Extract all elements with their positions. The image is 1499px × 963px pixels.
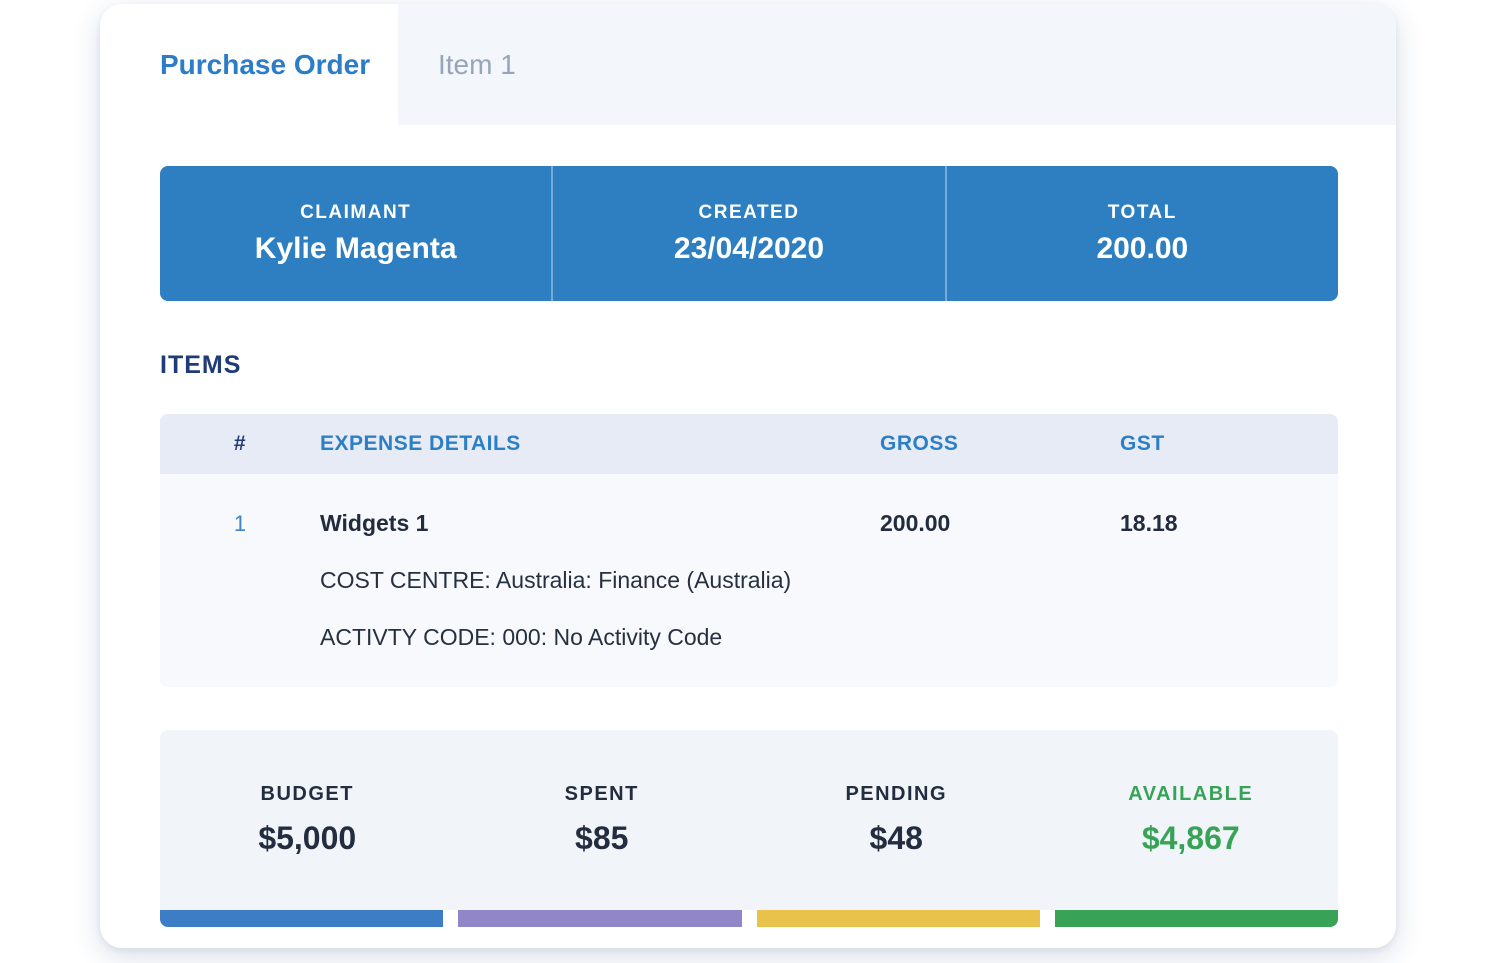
- column-header-expense-details: EXPENSE DETAILS: [320, 432, 521, 455]
- claimant-label: CLAIMANT: [300, 201, 412, 223]
- metric-budget-value: $5,000: [258, 820, 357, 856]
- available-bar: [1054, 910, 1338, 927]
- purchase-order-card: Purchase Order Item 1 CLAIMANT Kylie Mag…: [100, 4, 1396, 948]
- row-number: 1: [233, 510, 247, 536]
- budget-bar: [160, 910, 444, 927]
- claimant-cell: CLAIMANT Kylie Magenta: [160, 166, 551, 301]
- metric-spent-label: SPENT: [564, 783, 639, 805]
- spent-bar: [458, 910, 742, 927]
- row-gross-value: 200.00: [880, 510, 951, 536]
- row-gst-value: 18.18: [1120, 510, 1178, 536]
- metric-budget-label: BUDGET: [260, 783, 354, 805]
- column-header-gst: GST: [1120, 432, 1165, 455]
- tab-item-1[interactable]: Item 1: [398, 4, 738, 125]
- metric-pending-label: PENDING: [845, 783, 948, 805]
- claimant-value: Kylie Magenta: [254, 231, 457, 265]
- metric-available: AVAILABLE $4,867: [1044, 730, 1339, 910]
- metric-available-value: $4,867: [1141, 820, 1240, 856]
- column-header-num: #: [233, 432, 247, 455]
- row-cost-centre: COST CENTRE: Australia: Finance (Austral…: [320, 567, 792, 593]
- order-summary-bar: CLAIMANT Kylie Magenta CREATED 23/04/202…: [160, 166, 1338, 301]
- items-section-title: ITEMS: [160, 351, 242, 379]
- created-cell: CREATED 23/04/2020: [551, 166, 944, 301]
- table-row: 1 Widgets 1 200.00 18.18: [160, 510, 1338, 537]
- metric-spent-value: $85: [575, 820, 629, 856]
- row-activity-code: ACTIVTY CODE: 000: No Activity Code: [320, 624, 723, 650]
- budget-color-bars: [160, 910, 1338, 927]
- pending-bar: [756, 910, 1040, 927]
- column-header-gross: GROSS: [880, 432, 959, 455]
- tab-purchase-order-label: Purchase Order: [160, 48, 371, 80]
- row-item-name: Widgets 1: [320, 510, 429, 536]
- metric-pending: PENDING $48: [749, 730, 1044, 910]
- budget-summary: BUDGET $5,000 SPENT $85 PENDING $48 AVAI…: [160, 730, 1338, 910]
- metric-spent: SPENT $85: [455, 730, 750, 910]
- items-table-body: 1 Widgets 1 200.00 18.18 COST CENTRE: Au…: [160, 474, 1338, 687]
- created-value: 23/04/2020: [673, 231, 825, 265]
- metric-budget: BUDGET $5,000: [160, 730, 455, 910]
- metric-available-label: AVAILABLE: [1128, 783, 1254, 805]
- total-label: TOTAL: [1107, 201, 1177, 223]
- tab-item-1-label: Item 1: [438, 48, 516, 80]
- total-value: 200.00: [1096, 231, 1189, 265]
- tab-purchase-order[interactable]: Purchase Order: [100, 4, 398, 125]
- created-label: CREATED: [698, 201, 800, 223]
- tab-bar: Purchase Order Item 1: [100, 4, 1396, 125]
- total-cell: TOTAL 200.00: [944, 166, 1338, 301]
- items-table-header: # EXPENSE DETAILS GROSS GST: [160, 414, 1338, 474]
- metric-pending-value: $48: [869, 820, 923, 856]
